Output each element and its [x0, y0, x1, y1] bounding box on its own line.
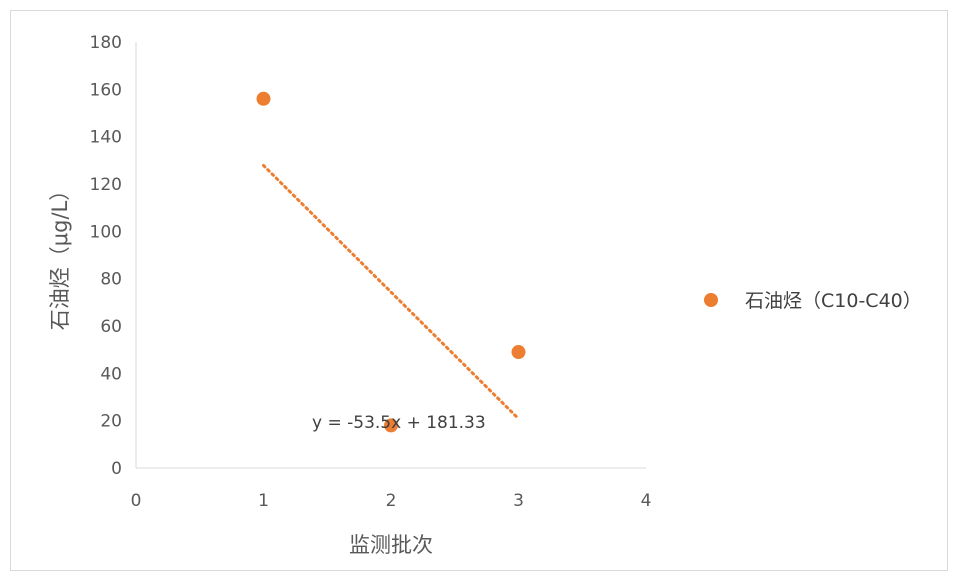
y-tick-label: 120	[90, 175, 122, 195]
x-axis-ticks: 0 1 2 3 4	[131, 491, 652, 511]
x-tick-label: 4	[641, 491, 652, 511]
y-axis-title: 石油烃（μg/L）	[48, 180, 72, 330]
chart-frame	[10, 10, 948, 571]
legend-marker	[704, 293, 718, 307]
data-points	[256, 91, 526, 433]
x-tick-label: 0	[131, 491, 142, 511]
x-tick-label: 1	[258, 491, 269, 511]
y-tick-label: 60	[100, 317, 122, 337]
y-tick-label: 80	[100, 270, 122, 290]
y-tick-label: 100	[90, 222, 122, 242]
data-point	[384, 418, 398, 433]
data-point	[511, 345, 526, 360]
legend-label: 石油烃（C10-C40）	[745, 290, 922, 312]
y-tick-label: 180	[90, 33, 122, 53]
y-tick-label: 160	[90, 80, 122, 100]
y-tick-label: 140	[90, 128, 122, 148]
y-tick-label: 0	[111, 459, 122, 479]
x-axis-title: 监测批次	[349, 533, 433, 557]
x-tick-label: 2	[386, 491, 397, 511]
y-tick-label: 40	[100, 364, 122, 384]
trendline	[262, 163, 520, 421]
data-point	[256, 91, 271, 106]
x-tick-label: 3	[513, 491, 524, 511]
y-tick-label: 20	[100, 412, 122, 432]
trendline-equation-label: y = -53.5x + 181.33	[312, 413, 486, 433]
y-axis-ticks: 0 20 40 60 80 100 120 140 160 180	[90, 33, 122, 479]
